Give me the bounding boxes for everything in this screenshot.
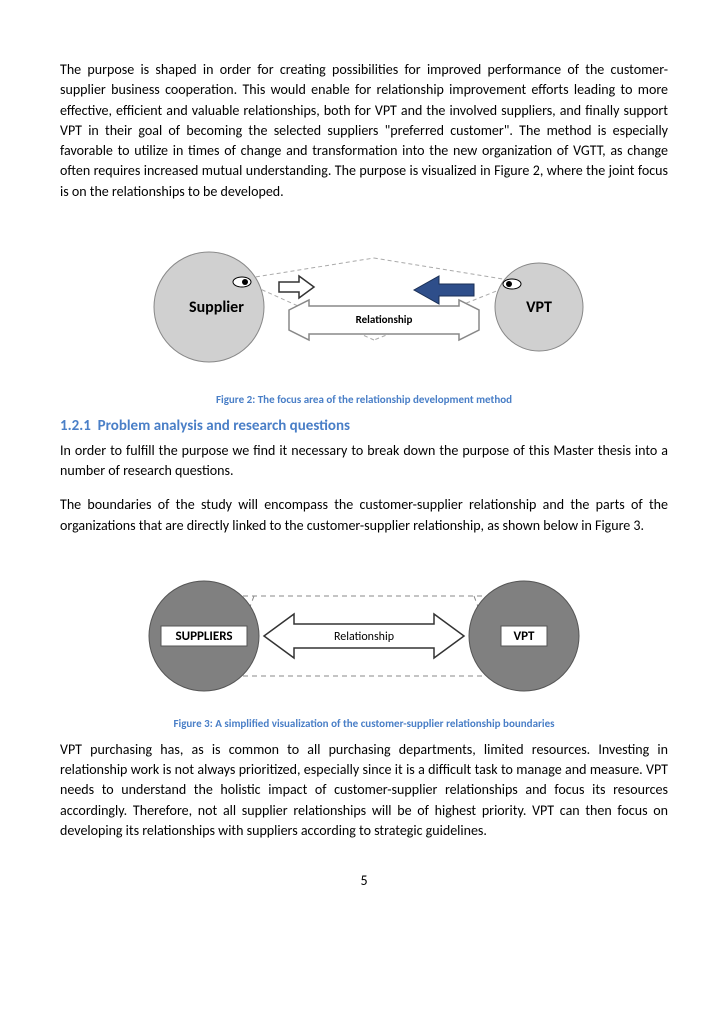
paragraph-3: The boundaries of the study will encompa… [60,495,668,536]
section-heading: 1.2.1 Problem analysis and research ques… [60,416,668,438]
heading-title: Problem analysis and research questions [98,417,350,435]
fig2-right-label: VPT [526,298,552,317]
figure-2-diagram: Supplier VPT Relationship [114,232,614,382]
paragraph-2: In order to fulfill the purpose we find … [60,441,668,482]
fig3-right-label: VPT [513,629,535,644]
paragraph-4: VPT purchasing has, as is common to all … [60,740,668,841]
fig3-left-label: SUPPLIERS [175,629,232,644]
heading-number: 1.2.1 [60,417,91,435]
page-number: 5 [60,871,668,891]
fig2-left-label: Supplier [189,298,244,317]
figure-3-diagram: SUPPLIERS VPT Relationship [124,566,604,706]
fig2-relationship-label: Relationship [356,313,413,326]
paragraph-1: The purpose is shaped in order for creat… [60,60,668,202]
figure-3-caption: Figure 3: A simplified visualization of … [60,716,668,732]
figure-2-caption: Figure 2: The focus area of the relation… [60,392,668,408]
fig3-relationship-label: Relationship [334,630,394,644]
